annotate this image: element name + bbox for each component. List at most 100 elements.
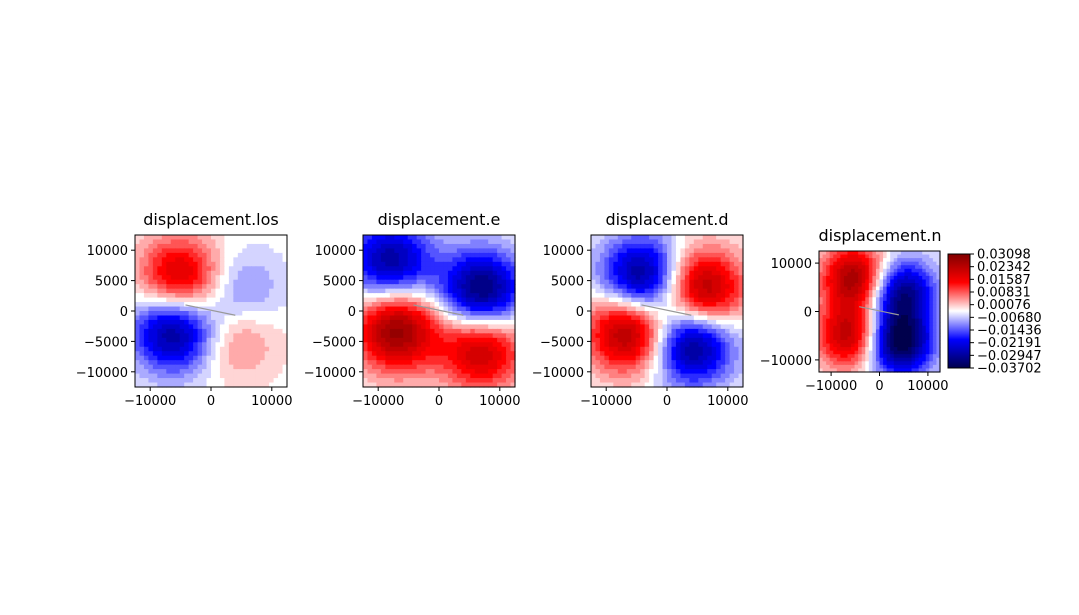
field-cell bbox=[591, 252, 597, 258]
field-cell bbox=[264, 315, 270, 321]
field-cell bbox=[833, 311, 838, 316]
field-cell bbox=[246, 360, 252, 366]
field-cell bbox=[893, 283, 898, 288]
field-cell bbox=[184, 270, 190, 276]
field-cell bbox=[626, 275, 632, 281]
field-cell bbox=[702, 351, 708, 357]
field-cell bbox=[711, 355, 717, 361]
field-cell bbox=[929, 304, 934, 309]
field-cell bbox=[389, 378, 395, 384]
field-cell bbox=[680, 297, 686, 303]
field-cell bbox=[911, 347, 916, 352]
field-cell bbox=[649, 351, 655, 357]
field-cell bbox=[398, 248, 404, 254]
field-cell bbox=[461, 306, 467, 312]
field-cell bbox=[161, 360, 167, 366]
field-cell bbox=[273, 275, 279, 281]
field-cell bbox=[251, 342, 257, 348]
field-cell bbox=[591, 351, 597, 357]
field-cell bbox=[868, 307, 873, 313]
field-cell bbox=[932, 354, 938, 359]
field-cell bbox=[883, 325, 888, 330]
field-cell bbox=[671, 382, 677, 388]
field-cell bbox=[143, 243, 150, 250]
field-cell bbox=[640, 243, 646, 250]
field-cell bbox=[879, 307, 884, 313]
field-cell bbox=[875, 293, 881, 298]
field-cell bbox=[640, 342, 646, 348]
field-cell bbox=[900, 258, 906, 263]
field-cell bbox=[847, 339, 852, 345]
field-cell bbox=[861, 343, 866, 348]
field-cell bbox=[170, 328, 176, 334]
field-cell bbox=[680, 342, 686, 348]
field-cell bbox=[617, 279, 623, 285]
field-cell bbox=[631, 302, 637, 308]
field-cell bbox=[922, 265, 927, 270]
field-cell bbox=[644, 333, 650, 339]
field-cell bbox=[506, 315, 512, 321]
field-cell bbox=[206, 275, 212, 281]
field-cell bbox=[698, 257, 704, 263]
field-cell bbox=[613, 311, 619, 317]
field-cell bbox=[497, 351, 503, 357]
field-cell bbox=[425, 364, 431, 370]
field-cell bbox=[861, 361, 866, 366]
field-cell bbox=[367, 369, 373, 375]
field-cell bbox=[394, 239, 400, 245]
field-cell bbox=[474, 293, 480, 299]
field-cell bbox=[188, 270, 194, 276]
field-cell bbox=[918, 304, 923, 309]
field-cell bbox=[412, 270, 418, 276]
field-cell bbox=[371, 279, 378, 285]
field-cell bbox=[833, 304, 838, 309]
field-cell bbox=[684, 261, 690, 267]
field-cell bbox=[822, 350, 827, 355]
field-cell bbox=[193, 302, 199, 308]
field-cell bbox=[260, 351, 266, 357]
field-cell bbox=[269, 293, 275, 299]
field-cell bbox=[900, 325, 906, 330]
field-cell bbox=[900, 339, 906, 345]
field-cell bbox=[929, 297, 934, 302]
field-cell bbox=[631, 319, 637, 326]
field-cell bbox=[416, 328, 422, 334]
field-cell bbox=[662, 306, 668, 312]
field-cell bbox=[264, 288, 270, 294]
field-cell bbox=[506, 351, 512, 357]
field-cell bbox=[819, 286, 824, 291]
field-cell bbox=[465, 275, 471, 281]
field-cell bbox=[470, 364, 476, 370]
field-cell bbox=[157, 333, 163, 339]
field-cell bbox=[197, 293, 203, 299]
field-cell bbox=[595, 311, 601, 317]
field-cell bbox=[720, 382, 726, 388]
field-cell bbox=[667, 252, 673, 258]
field-cell bbox=[447, 311, 454, 317]
field-cell bbox=[273, 382, 279, 388]
field-cell bbox=[932, 347, 938, 352]
field-cell bbox=[667, 266, 673, 272]
field-cell bbox=[591, 279, 597, 285]
field-cell bbox=[184, 315, 190, 321]
field-cell bbox=[488, 302, 494, 308]
field-cell bbox=[170, 364, 176, 370]
field-cell bbox=[367, 319, 373, 326]
field-cell bbox=[707, 239, 713, 245]
field-cell bbox=[822, 332, 827, 338]
field-cell bbox=[617, 342, 623, 348]
x-tick-label: 10000 bbox=[251, 394, 292, 409]
field-cell bbox=[170, 360, 176, 366]
field-cell bbox=[479, 342, 485, 348]
field-cell bbox=[430, 275, 436, 281]
field-cell bbox=[161, 355, 167, 361]
field-cell bbox=[599, 252, 606, 258]
field-cell bbox=[868, 332, 873, 338]
field-cell bbox=[430, 333, 436, 339]
field-cell bbox=[228, 302, 234, 308]
field-cell bbox=[847, 268, 852, 273]
field-cell bbox=[851, 258, 856, 263]
field-cell bbox=[720, 235, 726, 241]
field-cell bbox=[260, 239, 266, 245]
field-cell bbox=[698, 324, 704, 330]
